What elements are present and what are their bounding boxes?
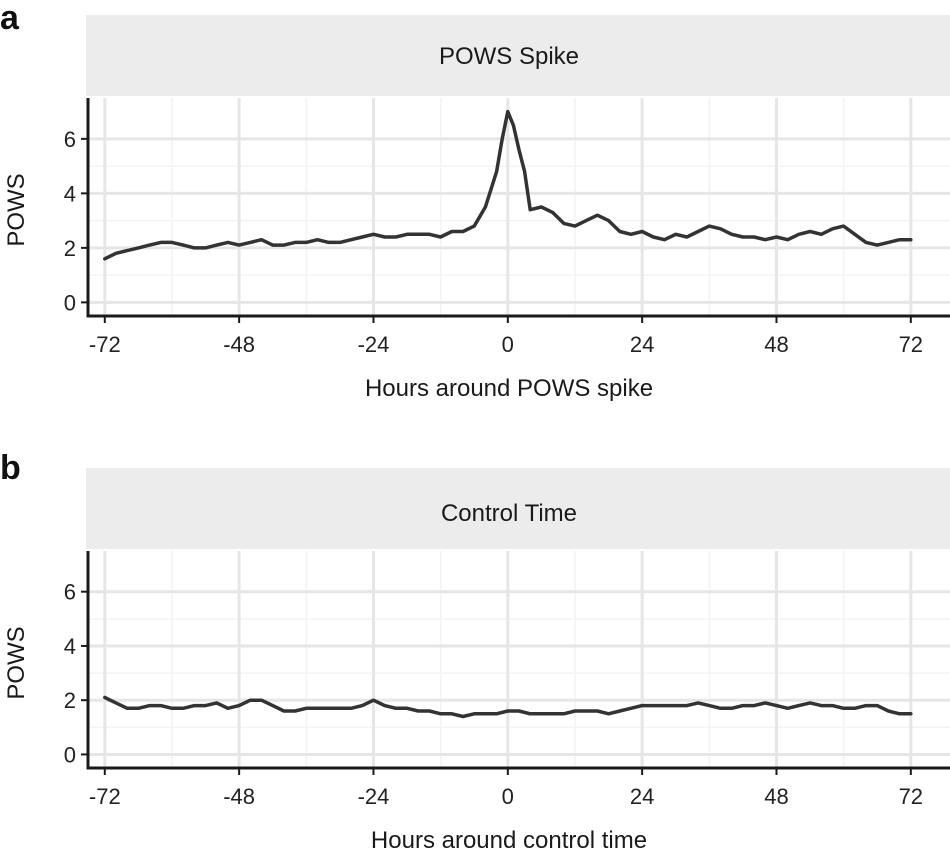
- x-tick-label: -72: [89, 784, 121, 809]
- y-tick-label: 0: [64, 742, 76, 767]
- y-tick-label: 4: [64, 181, 76, 206]
- facet-strip: [86, 468, 950, 549]
- x-tick-label: -48: [223, 784, 255, 809]
- x-tick-label: 0: [502, 332, 514, 357]
- series-line: [103, 109, 913, 261]
- x-tick-label: -72: [89, 332, 121, 357]
- x-tick-label: -24: [358, 784, 390, 809]
- series-line: [103, 695, 913, 719]
- x-tick-label: 24: [630, 332, 654, 357]
- y-tick-label: 2: [64, 688, 76, 713]
- x-tick-label: 72: [899, 784, 923, 809]
- x-tick-label: 48: [764, 332, 788, 357]
- y-tick-label: 0: [64, 290, 76, 315]
- y-axis-title: POWS: [3, 626, 30, 699]
- facet-strip-title: Control Time: [441, 500, 577, 527]
- panel-letter: a: [0, 0, 20, 37]
- panel-letter: b: [0, 449, 21, 487]
- x-tick-label: 0: [502, 784, 514, 809]
- y-tick-label: 6: [64, 127, 76, 152]
- x-axis-title: Hours around POWS spike: [365, 375, 653, 402]
- y-tick-label: 2: [64, 236, 76, 261]
- y-tick-label: 6: [64, 580, 76, 605]
- y-tick-label: 4: [64, 634, 76, 659]
- x-tick-label: -48: [223, 332, 255, 357]
- facet-strip: [86, 15, 950, 96]
- x-tick-label: 48: [764, 784, 788, 809]
- x-tick-label: 24: [630, 784, 654, 809]
- y-axis-title: POWS: [3, 173, 30, 246]
- x-axis-title: Hours around control time: [371, 827, 647, 853]
- x-tick-label: -24: [358, 332, 390, 357]
- facet-strip-title: POWS Spike: [439, 43, 579, 70]
- x-tick-label: 72: [899, 332, 923, 357]
